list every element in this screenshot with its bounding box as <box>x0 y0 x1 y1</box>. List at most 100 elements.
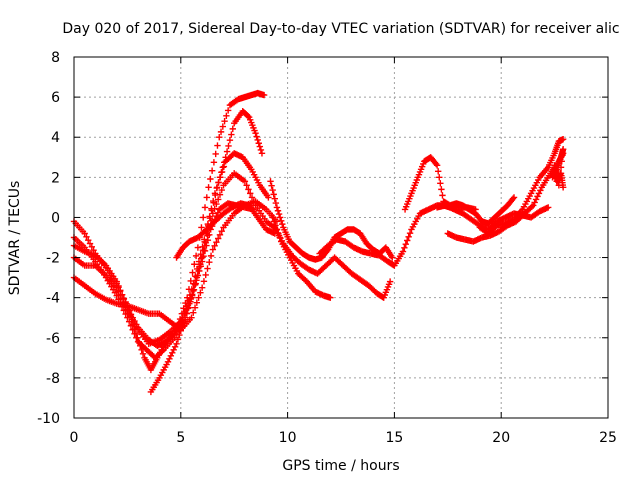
data-series <box>173 200 278 261</box>
data-point <box>226 96 241 109</box>
data-point <box>173 245 186 261</box>
y-tick-label: -6 <box>46 331 60 347</box>
data-point <box>211 163 228 197</box>
data-point <box>472 210 485 224</box>
data-point <box>399 229 414 255</box>
data-point <box>408 212 422 233</box>
data-point <box>151 347 166 362</box>
data-point <box>339 262 354 276</box>
data-series <box>476 136 567 237</box>
data-point <box>527 176 542 197</box>
data-point <box>280 224 292 243</box>
data-point <box>134 338 149 352</box>
data-point <box>222 125 236 161</box>
y-tick-label: 8 <box>51 50 60 66</box>
data-point <box>241 178 257 205</box>
data-point <box>498 203 510 215</box>
data-point <box>286 254 301 275</box>
data-point <box>512 211 527 225</box>
data-point <box>231 170 247 184</box>
data-point <box>348 270 362 282</box>
data-point <box>357 276 371 288</box>
data-point <box>538 172 553 191</box>
data-point <box>280 240 294 257</box>
data-point <box>495 223 510 235</box>
chart-title: Day 020 of 2017, Sidereal Day-to-day VTE… <box>62 21 619 37</box>
data-point <box>252 130 265 154</box>
data-point <box>327 294 334 301</box>
data-point <box>468 216 482 228</box>
x-tick-label: 20 <box>492 430 510 446</box>
data-point <box>530 187 544 209</box>
data-point <box>248 166 262 186</box>
data-point <box>245 202 260 219</box>
data-point <box>365 282 380 296</box>
data-point <box>231 109 245 127</box>
data-point <box>295 270 309 284</box>
data-point <box>220 172 236 189</box>
data-point <box>179 239 192 251</box>
data-point <box>260 91 268 99</box>
data-point <box>401 192 414 213</box>
data-series <box>401 154 518 227</box>
data-point <box>102 272 119 289</box>
data-point <box>156 361 170 382</box>
data-point <box>220 212 236 231</box>
data-point <box>376 252 390 264</box>
data-point <box>156 310 172 324</box>
data-point <box>491 209 504 221</box>
data-point <box>408 176 421 197</box>
data-point <box>559 184 567 191</box>
data-point <box>205 142 221 191</box>
x-axis-title: GPS time / hours <box>282 458 399 474</box>
data-point <box>527 209 542 221</box>
data-point <box>265 194 272 201</box>
y-tick-label: 4 <box>51 130 60 146</box>
data-point <box>485 223 499 237</box>
data-point <box>81 282 97 296</box>
data-point <box>156 329 172 343</box>
y-tick-label: -10 <box>37 411 60 427</box>
data-point <box>216 107 232 141</box>
data-point <box>203 219 217 233</box>
data-point <box>391 250 405 269</box>
data-point <box>504 195 517 209</box>
data-point <box>382 244 395 260</box>
x-tick-label: 15 <box>385 430 403 446</box>
data-point <box>92 252 108 268</box>
data-point <box>536 165 550 181</box>
data-point <box>252 202 268 222</box>
y-tick-label: -2 <box>46 251 60 267</box>
data-point <box>166 318 183 332</box>
data-point <box>414 160 427 181</box>
data-point <box>267 178 280 207</box>
data-point <box>162 331 177 345</box>
x-tick-label: 0 <box>70 430 79 446</box>
data-point <box>198 231 213 265</box>
data-point <box>297 260 311 272</box>
x-tick-label: 25 <box>599 430 617 446</box>
data-point <box>559 136 567 143</box>
axes: 0 5 10 15 20 25 -10 -8 -6 -4 -2 0 2 4 6 8 <box>37 50 617 446</box>
data-point <box>134 326 151 345</box>
y-tick-label: 0 <box>51 210 60 226</box>
data-point <box>288 252 303 266</box>
data-point <box>181 291 196 321</box>
data-point <box>510 207 525 223</box>
data-point <box>164 343 179 366</box>
data-series <box>271 224 394 301</box>
data-point <box>124 306 140 330</box>
y-tick-label: -4 <box>46 291 60 307</box>
data-point <box>510 194 518 201</box>
data-series <box>70 170 281 347</box>
data-point <box>386 278 394 285</box>
data-point <box>342 238 356 250</box>
x-tick-label: 10 <box>279 430 297 446</box>
data-point <box>239 107 252 120</box>
x-tick-label: 5 <box>176 430 185 446</box>
data-series <box>549 146 567 191</box>
data-point <box>459 210 474 222</box>
y-tick-label: -8 <box>46 371 60 387</box>
data-point <box>124 314 140 341</box>
